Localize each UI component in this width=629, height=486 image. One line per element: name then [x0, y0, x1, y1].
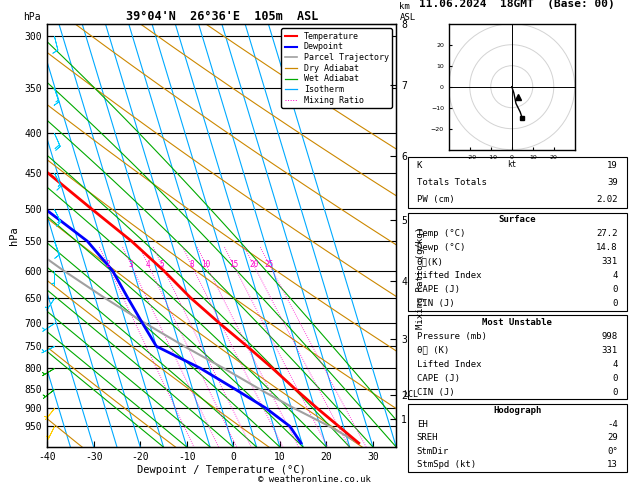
Text: 331: 331: [602, 257, 618, 266]
Text: Temp (°C): Temp (°C): [417, 229, 465, 238]
Text: 13: 13: [607, 460, 618, 469]
Legend: Temperature, Dewpoint, Parcel Trajectory, Dry Adiabat, Wet Adiabat, Isotherm, Mi: Temperature, Dewpoint, Parcel Trajectory…: [281, 29, 392, 108]
FancyBboxPatch shape: [408, 213, 626, 311]
X-axis label: Dewpoint / Temperature (°C): Dewpoint / Temperature (°C): [137, 465, 306, 475]
Text: StmSpd (kt): StmSpd (kt): [417, 460, 476, 469]
Text: © weatheronline.co.uk: © weatheronline.co.uk: [258, 474, 371, 484]
X-axis label: kt: kt: [507, 159, 516, 169]
Text: CIN (J): CIN (J): [417, 299, 455, 308]
Text: 25: 25: [265, 260, 274, 269]
Text: km
ASL: km ASL: [399, 2, 416, 22]
Text: CIN (J): CIN (J): [417, 388, 455, 397]
Text: 15: 15: [229, 260, 238, 269]
FancyBboxPatch shape: [408, 315, 626, 399]
Text: 4: 4: [146, 260, 150, 269]
Text: 39: 39: [607, 178, 618, 187]
Text: 2: 2: [106, 260, 110, 269]
Text: 331: 331: [602, 346, 618, 355]
Text: 29: 29: [607, 434, 618, 442]
Text: 0: 0: [613, 299, 618, 308]
Title: 39°04'N  26°36'E  105m  ASL: 39°04'N 26°36'E 105m ASL: [126, 10, 318, 23]
Text: 27.2: 27.2: [596, 229, 618, 238]
Text: PW (cm): PW (cm): [417, 195, 455, 204]
Text: hPa: hPa: [23, 12, 41, 22]
Text: 4: 4: [613, 271, 618, 280]
Text: CAPE (J): CAPE (J): [417, 285, 460, 294]
Text: -4: -4: [607, 420, 618, 429]
Text: 14.8: 14.8: [596, 243, 618, 252]
Text: CAPE (J): CAPE (J): [417, 374, 460, 383]
Y-axis label: hPa: hPa: [9, 226, 19, 245]
Text: 0: 0: [613, 374, 618, 383]
Text: Pressure (mb): Pressure (mb): [417, 332, 487, 341]
Text: Most Unstable: Most Unstable: [482, 318, 552, 327]
Text: Hodograph: Hodograph: [493, 406, 542, 415]
Text: θᴀ(K): θᴀ(K): [417, 257, 443, 266]
Text: 0: 0: [613, 285, 618, 294]
Text: 4: 4: [613, 360, 618, 369]
Text: 3: 3: [129, 260, 133, 269]
FancyBboxPatch shape: [408, 404, 626, 471]
Text: 11.06.2024  18GMT  (Base: 00): 11.06.2024 18GMT (Base: 00): [420, 0, 615, 9]
Text: 0: 0: [613, 388, 618, 397]
Text: Lifted Index: Lifted Index: [417, 360, 481, 369]
FancyBboxPatch shape: [408, 156, 626, 208]
Text: Dewp (°C): Dewp (°C): [417, 243, 465, 252]
Text: SREH: SREH: [417, 434, 438, 442]
Text: 8: 8: [189, 260, 194, 269]
Text: 19: 19: [607, 161, 618, 170]
Text: 0°: 0°: [607, 447, 618, 456]
Text: 2.02: 2.02: [596, 195, 618, 204]
Text: StmDir: StmDir: [417, 447, 449, 456]
Text: Totals Totals: Totals Totals: [417, 178, 487, 187]
Text: EH: EH: [417, 420, 428, 429]
Text: θᴇ (K): θᴇ (K): [417, 346, 449, 355]
Text: LCL: LCL: [403, 390, 418, 399]
Text: 20: 20: [249, 260, 259, 269]
Text: Mixing Ratio (g/kg): Mixing Ratio (g/kg): [416, 227, 425, 329]
Text: 5: 5: [160, 260, 164, 269]
Text: 998: 998: [602, 332, 618, 341]
Text: K: K: [417, 161, 422, 170]
Text: Lifted Index: Lifted Index: [417, 271, 481, 280]
Text: 10: 10: [201, 260, 211, 269]
Text: Surface: Surface: [499, 215, 536, 224]
